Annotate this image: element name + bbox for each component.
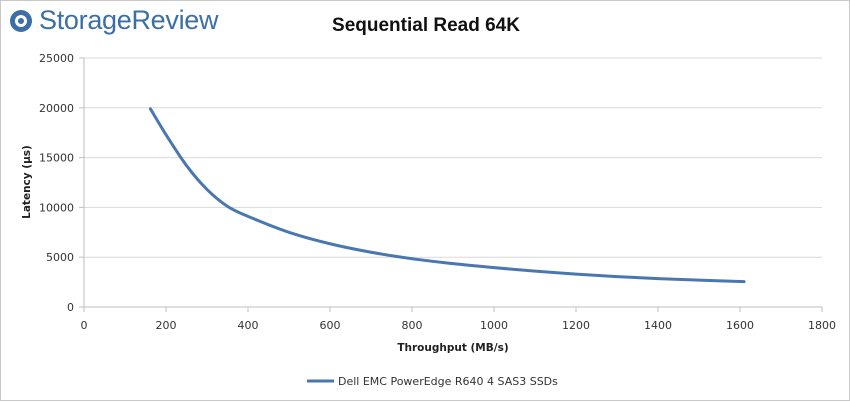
x-tick-label: 200: [156, 319, 177, 332]
x-tick-labels: 0 200 400 600 800 1000 1200 1400 1600 1800: [81, 319, 837, 332]
y-tick-label: 20000: [39, 102, 74, 115]
y-tick-labels: 0 5000 10000 15000 20000 25000: [39, 52, 74, 314]
y-tick-label: 0: [67, 301, 74, 314]
y-tick-label: 15000: [39, 152, 74, 165]
brand-logo: StorageReview: [9, 5, 219, 36]
x-tick-label: 1400: [644, 319, 672, 332]
x-tick-label: 1600: [726, 319, 754, 332]
series-line: [148, 107, 746, 284]
axes: [79, 57, 823, 312]
x-tick-label: 1000: [480, 319, 508, 332]
y-tick-label: 10000: [39, 201, 74, 214]
brand-name: StorageReview: [39, 5, 219, 35]
gridlines: [84, 57, 822, 258]
x-tick-label: 800: [402, 319, 423, 332]
x-tick-label: 1800: [808, 319, 836, 332]
legend: Dell EMC PowerEdge R640 4 SAS3 SSDs: [307, 375, 558, 388]
x-axis-title: Throughput (MB/s): [397, 342, 508, 354]
storagereview-logo-icon: [10, 9, 32, 32]
y-axis-title: Latency (µs): [21, 145, 33, 219]
x-tick-label: 600: [320, 319, 341, 332]
series-layer: [148, 107, 746, 284]
x-tick-label: 400: [238, 319, 259, 332]
legend-label: Dell EMC PowerEdge R640 4 SAS3 SSDs: [338, 375, 558, 388]
x-tick-label: 0: [81, 319, 88, 332]
x-tick-label: 1200: [562, 319, 590, 332]
y-tick-label: 5000: [46, 251, 74, 264]
y-tick-label: 25000: [39, 52, 74, 65]
chart-title: Sequential Read 64K: [332, 15, 520, 36]
